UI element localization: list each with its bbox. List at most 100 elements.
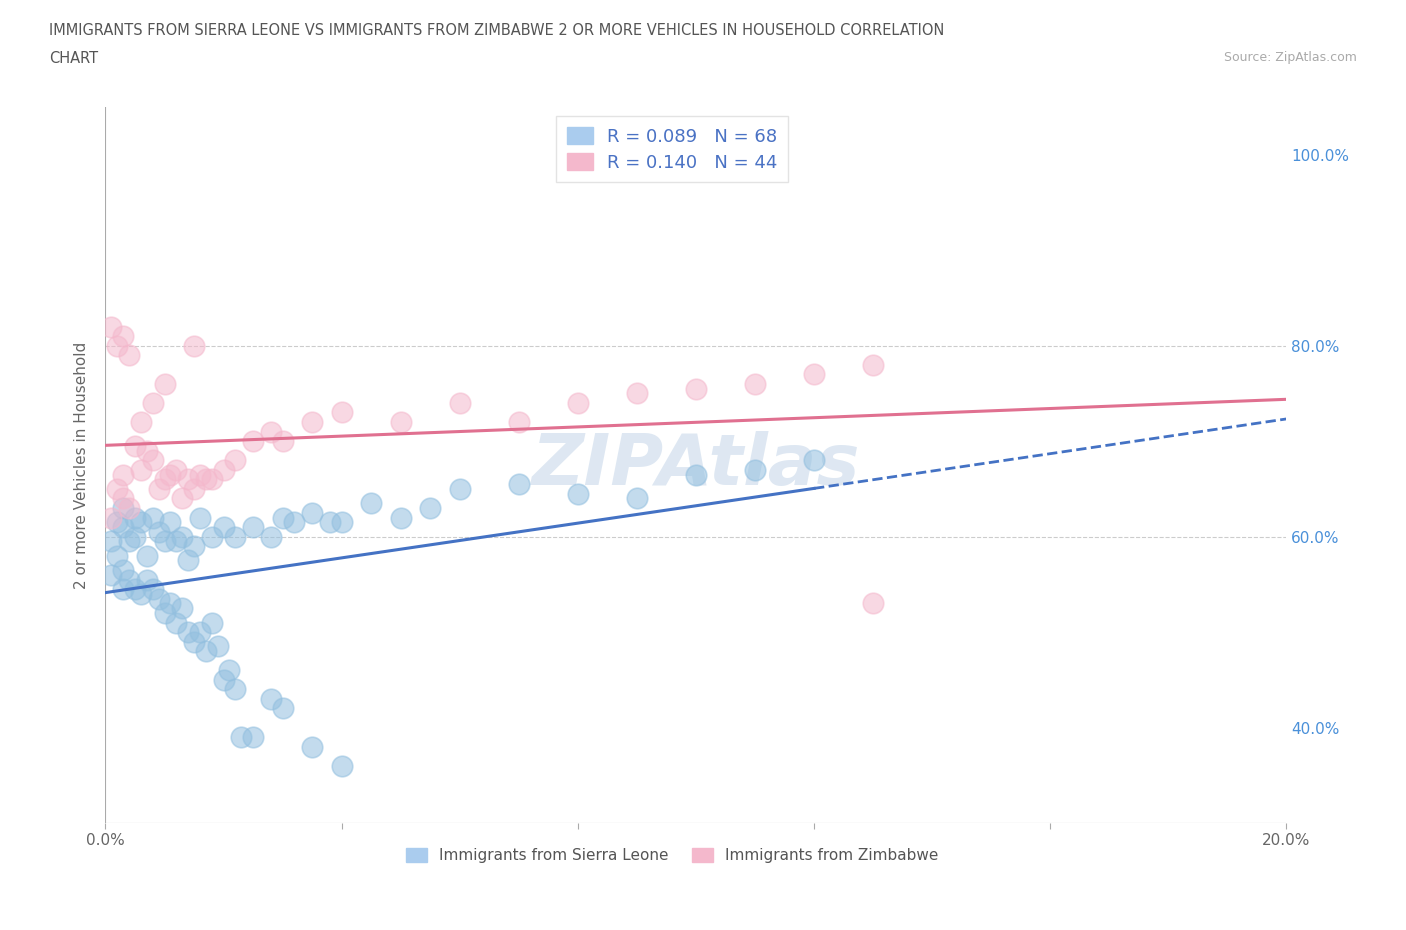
Point	[135, 549, 157, 564]
Point	[159, 515, 181, 530]
Point	[165, 615, 187, 630]
Point	[242, 520, 264, 535]
Point	[177, 472, 200, 486]
Point	[188, 467, 211, 482]
Point	[260, 529, 283, 544]
Point	[124, 529, 146, 544]
Point	[148, 525, 170, 539]
Point	[177, 553, 200, 568]
Point	[100, 567, 122, 582]
Point	[242, 433, 264, 448]
Point	[194, 644, 217, 658]
Point	[271, 510, 294, 525]
Point	[118, 534, 141, 549]
Point	[188, 625, 211, 640]
Point	[165, 462, 187, 477]
Point	[165, 534, 187, 549]
Point	[105, 515, 128, 530]
Point	[129, 415, 152, 430]
Point	[207, 639, 229, 654]
Point	[626, 386, 648, 401]
Point	[159, 467, 181, 482]
Point	[218, 663, 240, 678]
Point	[330, 758, 353, 773]
Point	[100, 534, 122, 549]
Point	[567, 486, 589, 501]
Point	[201, 472, 224, 486]
Point	[260, 692, 283, 707]
Point	[183, 538, 205, 553]
Point	[124, 510, 146, 525]
Point	[685, 467, 707, 482]
Point	[105, 339, 128, 353]
Text: IMMIGRANTS FROM SIERRA LEONE VS IMMIGRANTS FROM ZIMBABWE 2 OR MORE VEHICLES IN H: IMMIGRANTS FROM SIERRA LEONE VS IMMIGRAN…	[49, 23, 945, 38]
Point	[124, 438, 146, 453]
Point	[212, 520, 235, 535]
Point	[283, 515, 305, 530]
Point	[389, 415, 412, 430]
Point	[153, 605, 176, 620]
Point	[142, 510, 165, 525]
Point	[567, 395, 589, 410]
Point	[124, 581, 146, 596]
Text: Source: ZipAtlas.com: Source: ZipAtlas.com	[1223, 51, 1357, 64]
Point	[100, 510, 122, 525]
Point	[449, 395, 471, 410]
Point	[685, 381, 707, 396]
Point	[118, 500, 141, 515]
Point	[177, 625, 200, 640]
Point	[360, 496, 382, 511]
Point	[112, 563, 135, 578]
Point	[142, 581, 165, 596]
Point	[183, 634, 205, 649]
Y-axis label: 2 or more Vehicles in Household: 2 or more Vehicles in Household	[75, 341, 90, 589]
Point	[224, 529, 246, 544]
Point	[142, 395, 165, 410]
Point	[212, 672, 235, 687]
Point	[135, 444, 157, 458]
Point	[242, 730, 264, 745]
Point	[105, 549, 128, 564]
Point	[271, 433, 294, 448]
Text: CHART: CHART	[49, 51, 98, 66]
Point	[231, 730, 253, 745]
Point	[803, 366, 825, 381]
Point	[172, 529, 194, 544]
Point	[508, 477, 530, 492]
Point	[330, 515, 353, 530]
Point	[112, 491, 135, 506]
Point	[148, 482, 170, 497]
Point	[129, 587, 152, 602]
Point	[260, 424, 283, 439]
Point	[188, 510, 211, 525]
Point	[118, 572, 141, 587]
Point	[112, 520, 135, 535]
Point	[118, 348, 141, 363]
Point	[319, 515, 342, 530]
Point	[100, 319, 122, 334]
Point	[201, 615, 224, 630]
Point	[112, 500, 135, 515]
Point	[112, 581, 135, 596]
Point	[626, 491, 648, 506]
Point	[389, 510, 412, 525]
Point	[194, 472, 217, 486]
Point	[508, 415, 530, 430]
Point	[330, 405, 353, 420]
Point	[105, 482, 128, 497]
Point	[419, 500, 441, 515]
Point	[153, 534, 176, 549]
Point	[744, 377, 766, 392]
Point	[135, 572, 157, 587]
Point	[172, 601, 194, 616]
Point	[744, 462, 766, 477]
Point	[112, 467, 135, 482]
Point	[183, 339, 205, 353]
Point	[301, 505, 323, 520]
Point	[803, 453, 825, 468]
Point	[153, 472, 176, 486]
Point	[153, 377, 176, 392]
Point	[862, 357, 884, 372]
Point	[129, 462, 152, 477]
Point	[301, 415, 323, 430]
